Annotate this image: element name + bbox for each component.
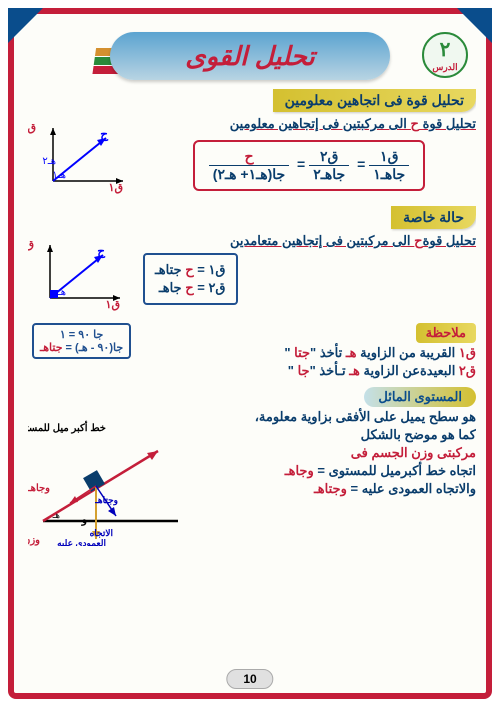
svg-text:وجتاهـ: وجتاهـ [94, 495, 118, 506]
lesson-number: ٢ [440, 37, 451, 62]
lesson-label: الدرس [432, 62, 457, 73]
svg-text:وزن الجسم: وزن الجسم [28, 535, 40, 546]
title-banner: تحليل القوى [110, 32, 390, 80]
svg-text:هـ١: هـ١ [52, 170, 66, 181]
diagram-perpendicular: ح ق١ ق٢ هـ [28, 233, 133, 313]
note-bar: ملاحظة [416, 323, 476, 343]
corner-decoration [457, 8, 492, 43]
svg-text:ق٢: ق٢ [28, 239, 34, 251]
formula-perpendicular: ق١ = ح جتاهـ ق٢ = ح جاهـ [143, 253, 238, 305]
note-line-2: ق٢ البعيدةعن الزاوية هـ تـأخذ "جا " [24, 363, 476, 379]
svg-text:هـ: هـ [57, 287, 66, 298]
diagram-two-directions: ح ق١ ق٢ هـ١ هـ٢ [28, 116, 138, 196]
inclined-bar: المستوى المائل [364, 387, 476, 407]
page-number: 10 [226, 669, 273, 689]
svg-text:ق١: ق١ [109, 182, 123, 194]
section-bar-1: تحليل قوة فى اتجاهين معلومين [273, 89, 476, 112]
svg-text:ح: ح [100, 127, 108, 142]
diagram-inclined-plane: خط أكبر ميل للمستوى وجاهـ وجتاهـ و الاتج… [28, 411, 193, 546]
side-formula-box: جا ٩٠ = ١ جا(٩٠ - هـ) = جتاهـ [32, 323, 131, 359]
section-4: المستوى المائل خط أكبر ميل للمستوى وجاهـ… [24, 387, 476, 550]
corner-decoration [8, 8, 43, 43]
svg-text:وجاهـ: وجاهـ [28, 483, 50, 494]
svg-text:الاتجاه: الاتجاه [90, 528, 113, 538]
svg-text:خط أكبر ميل للمستوى: خط أكبر ميل للمستوى [28, 421, 106, 434]
page-title: تحليل القوى [185, 41, 314, 72]
section-bar-2: حالة خاصة [391, 206, 476, 229]
svg-text:ق٢: ق٢ [28, 122, 36, 134]
content-area: تحليل قوة فى اتجاهين معلومين ح ق١ ق٢ هـ١… [24, 89, 476, 663]
svg-text:العمودى عليه: العمودى عليه [57, 538, 106, 546]
formula-main: ق١جاهـ١= ق٢جاهـ٢= حجا(هـ١+ هـ٢) [193, 140, 425, 191]
section-1: تحليل قوة فى اتجاهين معلومين ح ق١ ق٢ هـ١… [24, 89, 476, 200]
svg-text:ق١: ق١ [106, 299, 120, 311]
svg-text:ح: ح [97, 244, 105, 259]
section-3: جا ٩٠ = ١ جا(٩٠ - هـ) = جتاهـ ملاحظة ق١ … [24, 323, 476, 381]
section-2: حالة خاصة ح ق١ ق٢ هـ تحليل قوةح الى مركب… [24, 206, 476, 317]
page-frame: تحليل القوى ٢ الدرس تحليل قوة فى اتجاهين… [8, 8, 492, 699]
svg-text:و: و [81, 514, 87, 526]
svg-text:هـ: هـ [52, 510, 61, 520]
svg-text:هـ٢: هـ٢ [42, 156, 56, 167]
lesson-badge: ٢ الدرس [422, 32, 468, 78]
